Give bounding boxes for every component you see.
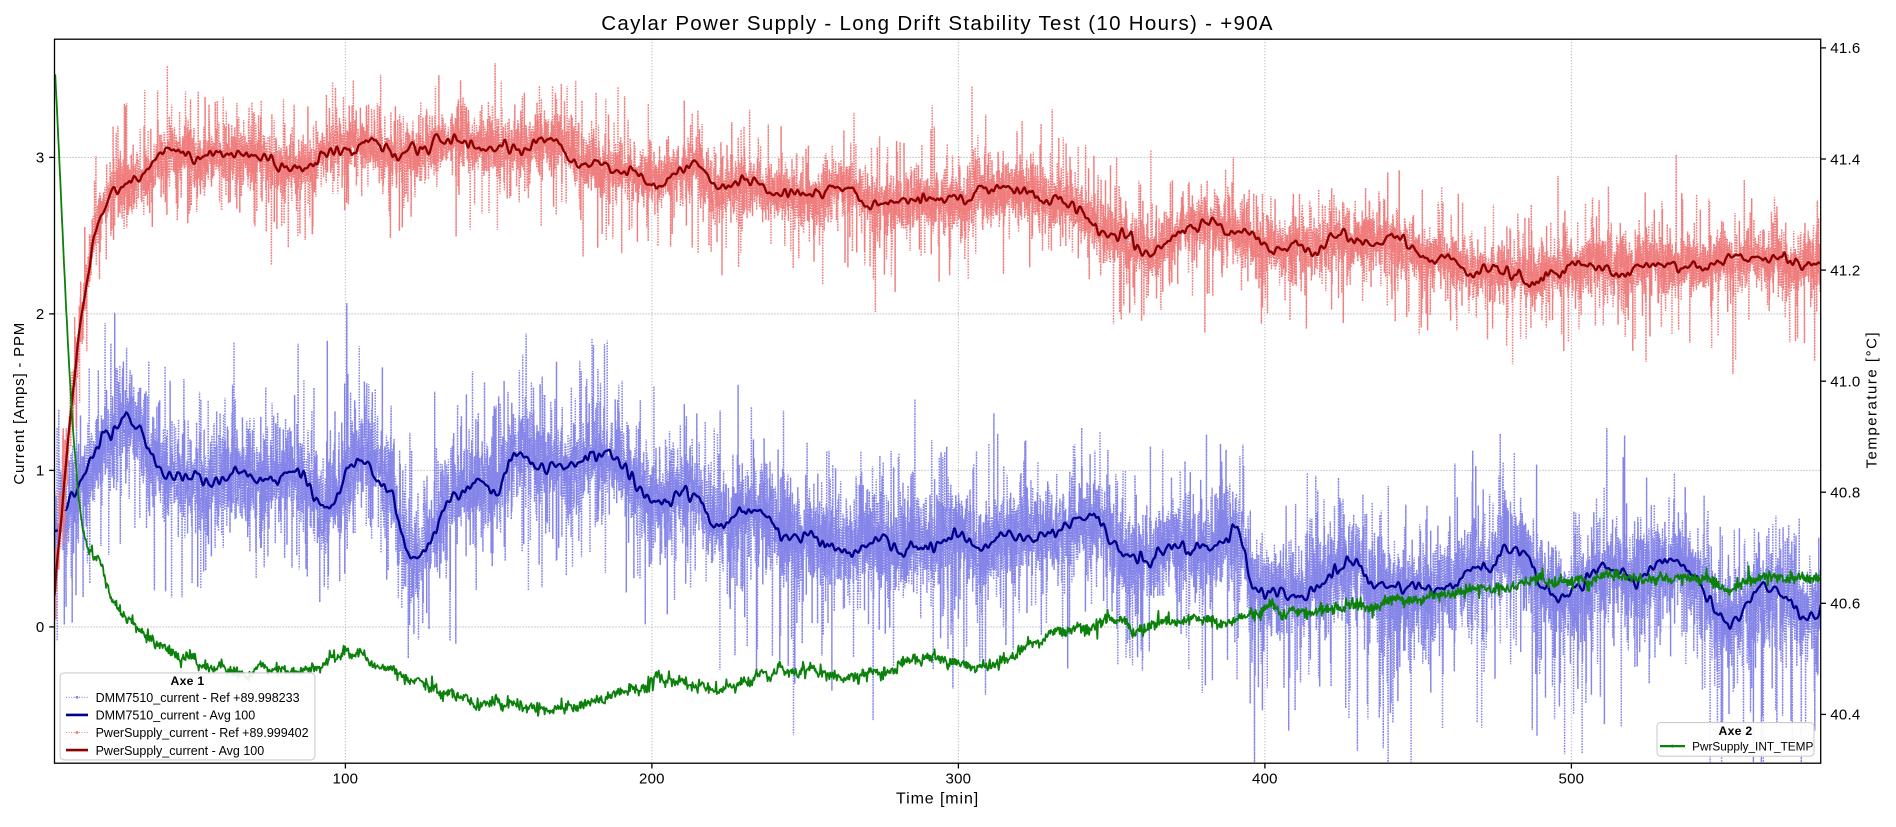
svg-text:41.6: 41.6 <box>1830 40 1860 57</box>
svg-text:Axe 2: Axe 2 <box>1718 724 1752 738</box>
svg-text:Caylar Power Supply - Long Dri: Caylar Power Supply - Long Drift Stabili… <box>601 12 1274 35</box>
svg-text:300: 300 <box>946 771 972 788</box>
svg-text:200: 200 <box>639 771 665 788</box>
svg-text:Time [min]: Time [min] <box>896 791 979 808</box>
svg-text:41.4: 41.4 <box>1830 151 1860 168</box>
svg-text:40.4: 40.4 <box>1830 707 1860 724</box>
svg-text:DMM7510_current - Avg 100: DMM7510_current - Avg 100 <box>96 709 256 723</box>
svg-text:DMM7510_current - Ref +89.9982: DMM7510_current - Ref +89.998233 <box>96 691 300 705</box>
svg-text:40.6: 40.6 <box>1830 596 1860 613</box>
svg-text:500: 500 <box>1559 771 1585 788</box>
svg-text:3: 3 <box>36 150 45 167</box>
svg-text:0: 0 <box>36 619 45 636</box>
svg-text:PwerSupply_current - Avg 100: PwerSupply_current - Avg 100 <box>96 744 265 758</box>
svg-text:PwerSupply_current - Ref +89.9: PwerSupply_current - Ref +89.999402 <box>96 726 309 740</box>
svg-text:Current [Amps] - PPM: Current [Amps] - PPM <box>11 322 28 485</box>
svg-text:100: 100 <box>333 771 359 788</box>
svg-text:2: 2 <box>36 306 45 323</box>
svg-text:1: 1 <box>36 463 45 480</box>
svg-text:41.0: 41.0 <box>1830 374 1860 391</box>
svg-text:Axe 1: Axe 1 <box>170 674 204 688</box>
svg-text:Temperature [°C]: Temperature [°C] <box>1864 331 1881 469</box>
svg-text:400: 400 <box>1252 771 1278 788</box>
svg-text:PwrSupply_INT_TEMP: PwrSupply_INT_TEMP <box>1692 739 1813 753</box>
svg-text:41.2: 41.2 <box>1830 262 1860 279</box>
svg-text:40.8: 40.8 <box>1830 485 1860 502</box>
